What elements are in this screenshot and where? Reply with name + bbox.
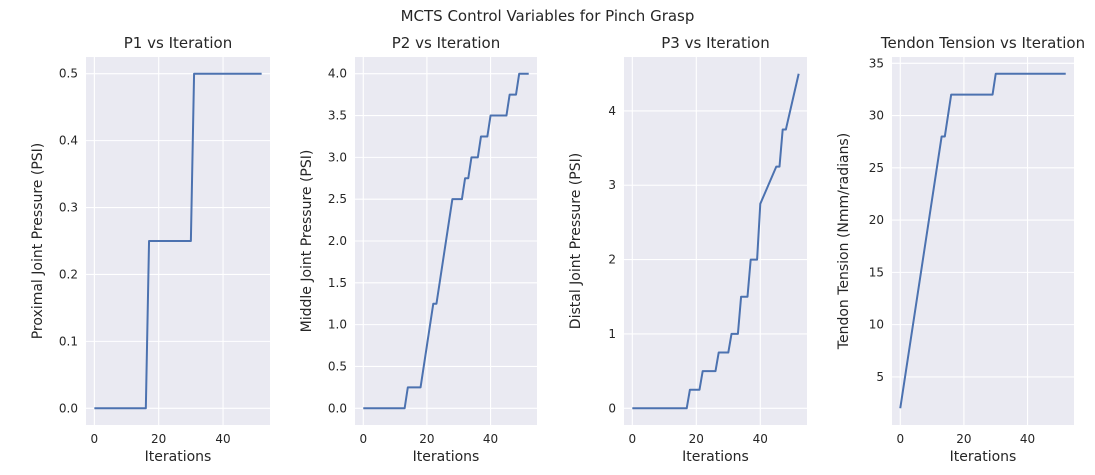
y-tick-label: 1.5 — [328, 276, 347, 290]
series-line — [632, 73, 800, 410]
y-tick-label: 3.0 — [328, 150, 347, 164]
x-tick-label: 40 — [483, 432, 498, 446]
x-tick-label: 40 — [1020, 432, 1035, 446]
subplot-2: 0 20 40 0.0 0.5 1.0 1.5 2.0 2.5 3.0 3.5 4.0 P2 vs It… — [299, 34, 537, 465]
figure-suptitle: MCTS Control Variables for Pinch Grasp — [400, 7, 695, 25]
x-tick-label: 0 — [91, 432, 99, 446]
subplot-title: P2 vs Iteration — [392, 34, 500, 52]
y-tick-label: 3 — [608, 178, 616, 192]
x-tick-label: 20 — [151, 432, 166, 446]
y-tick-label: 2.5 — [328, 192, 347, 206]
y-tick-label: 15 — [869, 265, 884, 279]
x-tick-label: 0 — [628, 432, 636, 446]
y-tick-label: 20 — [869, 213, 884, 227]
y-tick-label: 3.5 — [328, 109, 347, 123]
subplot-1: 0 20 40 0.0 0.1 0.2 0.3 0.4 0.5 P1 vs Iteration It… — [30, 34, 270, 465]
x-axis-label: Iterations — [950, 449, 1017, 465]
y-tick-label: 0.0 — [328, 401, 347, 415]
y-tick-label: 0.1 — [59, 334, 78, 348]
y-tick-label: 10 — [869, 318, 884, 332]
plot-area — [892, 57, 1074, 425]
x-tick-label: 0 — [359, 432, 367, 446]
x-tick-label: 20 — [689, 432, 704, 446]
y-tick-label: 1.0 — [328, 318, 347, 332]
y-tick-label: 0.4 — [59, 134, 78, 148]
x-axis-label: Iterations — [682, 449, 749, 465]
subplot-title: Tendon Tension vs Iteration — [880, 34, 1085, 52]
x-tick-label: 40 — [215, 432, 230, 446]
y-tick-label: 4 — [608, 104, 616, 118]
y-tick-label: 35 — [869, 56, 884, 70]
y-tick-label: 0.0 — [59, 401, 78, 415]
y-axis-label: Proximal Joint Pressure (PSI) — [30, 143, 46, 340]
y-tick-label: 1 — [608, 327, 616, 341]
y-axis-label: Distal Joint Pressure (PSI) — [568, 153, 584, 329]
y-tick-label: 0.5 — [59, 67, 78, 81]
y-axis-label: Middle Joint Pressure (PSI) — [299, 150, 315, 333]
y-tick-label: 4.0 — [328, 67, 347, 81]
y-tick-label: 0 — [608, 401, 616, 415]
y-tick-label: 0.2 — [59, 267, 78, 281]
series-line — [899, 72, 1066, 409]
y-axis-label: Tendon Tension (Nmm/radians) — [836, 133, 852, 350]
subplot-title: P3 vs Iteration — [661, 34, 769, 52]
y-tick-label: 5 — [876, 370, 884, 384]
y-tick-label: 0.3 — [59, 201, 78, 215]
x-tick-label: 40 — [753, 432, 768, 446]
plot-area — [624, 57, 807, 425]
series-line — [94, 72, 262, 410]
subplot-title: P1 vs Iteration — [124, 34, 232, 52]
x-tick-label: 20 — [956, 432, 971, 446]
series-line — [363, 72, 529, 410]
x-tick-label: 0 — [896, 432, 904, 446]
x-axis-label: Iterations — [413, 449, 480, 465]
y-tick-label: 25 — [869, 161, 884, 175]
subplot-4: 0 20 40 5 10 15 20 25 30 35 Tendon Tension vs Iter… — [836, 34, 1085, 465]
y-tick-label: 30 — [869, 109, 884, 123]
subplot-3: 0 20 40 0 1 2 3 4 P3 vs Iteration Iterations Dista… — [568, 34, 807, 465]
y-tick-label: 2 — [608, 253, 616, 267]
x-tick-label: 20 — [419, 432, 434, 446]
x-axis-label: Iterations — [145, 449, 212, 465]
y-tick-label: 0.5 — [328, 359, 347, 373]
y-tick-label: 2.0 — [328, 234, 347, 248]
